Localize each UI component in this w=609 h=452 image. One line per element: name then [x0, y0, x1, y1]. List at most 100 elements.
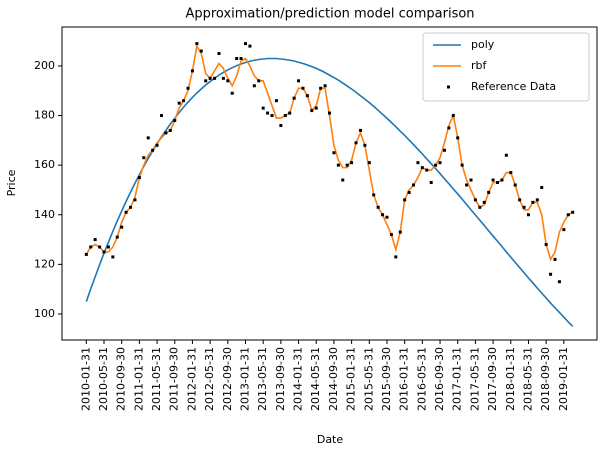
x-tick-label: 2015-05-31	[362, 347, 375, 411]
scatter-point	[571, 210, 575, 214]
scatter-point	[394, 255, 398, 259]
x-tick-label: 2010-05-31	[97, 347, 110, 411]
scatter-point	[553, 257, 557, 261]
scatter-point	[98, 245, 102, 249]
chart-title: Approximation/prediction model compariso…	[185, 7, 474, 22]
scatter-point	[243, 42, 247, 46]
x-tick-label: 2011-01-31	[132, 347, 145, 411]
x-tick-label: 2015-09-30	[380, 347, 393, 411]
scatter-point	[261, 106, 265, 110]
scatter-point	[168, 128, 172, 132]
x-tick-label: 2013-09-30	[274, 347, 287, 411]
scatter-point	[416, 161, 420, 165]
scatter-point	[526, 213, 530, 217]
scatter-point	[442, 148, 446, 152]
scatter-point	[544, 243, 548, 247]
scatter-point	[164, 131, 168, 135]
scatter-point	[266, 111, 270, 115]
x-tick-label: 2014-09-30	[327, 347, 340, 411]
scatter-point	[213, 76, 217, 80]
x-tick-label: 2018-01-31	[504, 347, 517, 411]
x-tick-label: 2014-01-31	[292, 347, 305, 411]
scatter-point	[239, 56, 243, 60]
scatter-point	[465, 183, 469, 187]
x-tick-label: 2012-09-30	[221, 347, 234, 411]
scatter-point	[115, 235, 119, 239]
scatter-point	[350, 161, 354, 165]
scatter-point	[345, 163, 349, 167]
scatter-point	[456, 136, 460, 140]
x-tick-label: 2014-05-31	[309, 347, 322, 411]
x-tick-label: 2017-09-30	[486, 347, 499, 411]
scatter-point	[487, 190, 491, 194]
y-tick-label: 120	[34, 257, 55, 270]
scatter-point	[146, 136, 150, 140]
scatter-point	[137, 176, 141, 180]
scatter-point	[341, 178, 345, 182]
scatter-point	[89, 245, 93, 249]
y-tick-label: 200	[34, 59, 55, 72]
legend-label: poly	[471, 38, 495, 51]
scatter-point	[155, 143, 159, 147]
scatter-point	[376, 205, 380, 209]
scatter-point	[199, 49, 203, 53]
scatter-point	[124, 210, 128, 214]
x-tick-label: 2012-01-31	[185, 347, 198, 411]
x-tick-label: 2018-09-30	[539, 347, 552, 411]
scatter-point	[496, 181, 500, 185]
scatter-point	[557, 280, 561, 284]
scatter-point	[540, 185, 544, 189]
scatter-point	[473, 198, 477, 202]
scatter-point	[102, 250, 106, 254]
scatter-point	[478, 205, 482, 209]
y-tick-label: 100	[34, 307, 55, 320]
scatter-point	[159, 114, 163, 118]
x-tick-label: 2016-09-30	[433, 347, 446, 411]
scatter-point	[372, 193, 376, 197]
legend-marker	[447, 85, 450, 89]
scatter-point	[84, 252, 88, 256]
scatter-point	[235, 56, 239, 60]
x-tick-label: 2012-05-31	[203, 347, 216, 411]
scatter-point	[186, 86, 190, 90]
plot-area	[61, 26, 598, 341]
y-tick-label: 180	[34, 109, 55, 122]
scatter-point	[177, 101, 181, 105]
scatter-point	[274, 99, 278, 103]
scatter-point	[226, 79, 230, 83]
scatter-point	[283, 114, 287, 118]
scatter-point	[447, 126, 451, 130]
scatter-point	[434, 163, 438, 167]
scatter-point	[509, 171, 513, 175]
scatter-point	[535, 198, 539, 202]
scatter-point	[403, 198, 407, 202]
scatter-point	[358, 128, 362, 132]
scatter-point	[429, 181, 433, 185]
scatter-point	[270, 114, 274, 118]
scatter-point	[248, 44, 252, 48]
scatter-point	[438, 161, 442, 165]
scatter-point	[314, 106, 318, 110]
legend-box	[422, 32, 590, 102]
scatter-point	[142, 156, 146, 160]
scatter-point	[332, 151, 336, 155]
scatter-point	[354, 141, 358, 145]
x-tick-label: 2017-01-31	[451, 347, 464, 411]
x-tick-label: 2010-09-30	[115, 347, 128, 411]
scatter-point	[469, 178, 473, 182]
scatter-point	[389, 233, 393, 237]
x-tick-label: 2013-01-31	[238, 347, 251, 411]
y-tick-label: 160	[34, 158, 55, 171]
scatter-point	[217, 52, 221, 56]
scatter-point	[257, 79, 261, 83]
scatter-point	[549, 272, 553, 276]
scatter-point	[425, 168, 429, 172]
x-tick-label: 2016-01-31	[398, 347, 411, 411]
scatter-point	[460, 163, 464, 167]
scatter-point	[173, 119, 177, 123]
scatter-point	[398, 230, 402, 234]
scatter-point	[482, 200, 486, 204]
legend-label: Reference Data	[471, 80, 556, 93]
scatter-point	[93, 238, 97, 242]
